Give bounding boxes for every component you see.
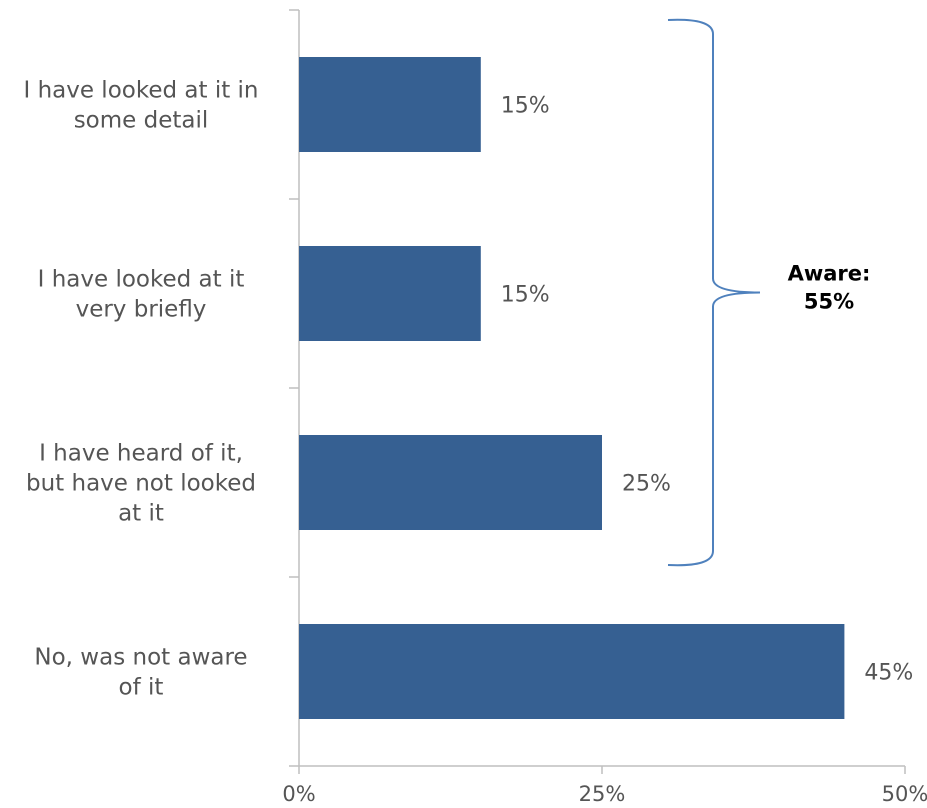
category-label: but have not looked	[26, 471, 256, 497]
data-label: 15%	[501, 94, 550, 119]
chart-bars	[299, 57, 845, 719]
bar	[299, 435, 602, 530]
awareness-bracket: Aware: 55%	[667, 18, 871, 567]
category-label: at it	[118, 501, 164, 527]
x-tick-label: 0%	[282, 782, 315, 806]
bracket-path	[667, 18, 761, 567]
category-label: No, was not aware	[34, 645, 247, 671]
annotation-label: Aware:	[788, 262, 871, 286]
annotation-label: 55%	[804, 290, 854, 314]
category-label: I have looked at it in	[23, 78, 258, 104]
category-label: some detail	[74, 108, 209, 134]
data-label: 45%	[864, 661, 913, 686]
x-tick-labels: 0% 25% 50%	[282, 782, 927, 806]
category-label: I have heard of it,	[39, 441, 243, 467]
x-tick-label: 50%	[882, 782, 927, 806]
x-tick-label: 25%	[579, 782, 626, 806]
category-label: of it	[119, 675, 164, 701]
data-label: 15%	[501, 283, 550, 308]
category-label: I have looked at it	[38, 267, 245, 293]
data-label: 25%	[622, 472, 671, 497]
category-labels: I have looked at it in some detail I have …	[23, 78, 258, 701]
bar	[299, 624, 845, 719]
bar	[299, 246, 481, 341]
bar	[299, 57, 481, 152]
data-labels: 15% 15% 25% 45%	[501, 94, 914, 686]
category-label: very briefly	[76, 297, 207, 323]
